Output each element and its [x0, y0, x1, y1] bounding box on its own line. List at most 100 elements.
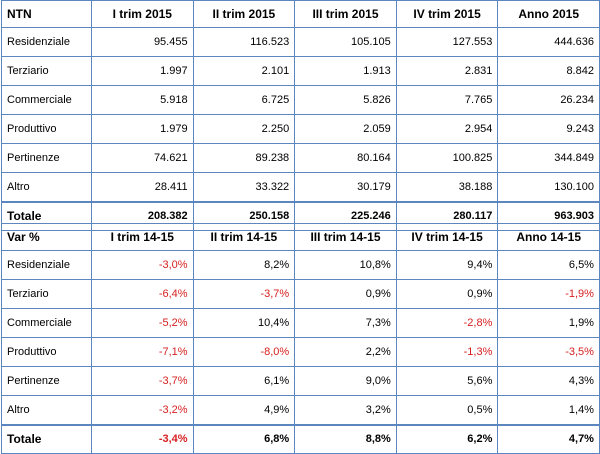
cell: 5.918 [91, 85, 194, 115]
row-label: Produttivo [1, 337, 92, 367]
cell: 7,3% [294, 308, 397, 338]
cell: 130.100 [497, 172, 600, 202]
cell: 10,8% [294, 250, 397, 280]
cell: 2.059 [294, 114, 397, 144]
total-row: Totale -3,4% 6,8% 8,8% 6,2% 4,7% [1, 423, 600, 454]
cell: 5,6% [395, 366, 499, 396]
cell: 33.322 [192, 172, 296, 202]
cell: -1,9% [497, 279, 600, 309]
total-cell: 6,2% [395, 423, 499, 454]
cell: 0,9% [395, 279, 499, 309]
cell: 7.765 [395, 85, 499, 115]
row-label: Altro [1, 395, 92, 425]
row-label: Residenziale [1, 27, 92, 57]
row-label: Terziario [1, 56, 92, 86]
ntn-header-year: Anno 2015 [497, 0, 600, 28]
cell: 10,4% [192, 308, 296, 338]
table-row: Commerciale 5.918 6.725 5.826 7.765 26.2… [1, 85, 600, 115]
cell: 344.849 [497, 143, 600, 173]
cell: -3,2% [91, 395, 194, 425]
row-label: Commerciale [1, 85, 92, 115]
var-header-q3: III trim 14-15 [294, 223, 397, 251]
cell: 1,4% [497, 395, 600, 425]
cell: 1.997 [91, 56, 194, 86]
row-label: Pertinenze [1, 366, 92, 396]
ntn-table: NTN I trim 2015 II trim 2015 III trim 20… [1, 0, 600, 231]
cell: 38.188 [395, 172, 499, 202]
cell: -3,0% [91, 250, 194, 280]
var-header-year: Anno 14-15 [497, 223, 600, 251]
var-header-q1: I trim 14-15 [91, 223, 194, 251]
cell: 2.101 [192, 56, 296, 86]
cell: 105.105 [294, 27, 397, 57]
table-row: Produttivo -7,1% -8,0% 2,2% -1,3% -3,5% [1, 337, 600, 367]
cell: -6,4% [91, 279, 194, 309]
table-row: Produttivo 1.979 2.250 2.059 2.954 9.243 [1, 114, 600, 144]
ntn-header-q4: IV trim 2015 [395, 0, 499, 28]
cell: 5.826 [294, 85, 397, 115]
row-label: Commerciale [1, 308, 92, 338]
table-row: Terziario 1.997 2.101 1.913 2.831 8.842 [1, 56, 600, 86]
cell: 30.179 [294, 172, 397, 202]
cell: -1,3% [395, 337, 499, 367]
ntn-header-row: NTN I trim 2015 II trim 2015 III trim 20… [1, 0, 600, 28]
total-cell: 8,8% [294, 423, 397, 454]
row-label: Residenziale [1, 250, 92, 280]
cell: 4,3% [497, 366, 600, 396]
cell: -5,2% [91, 308, 194, 338]
var-header-label: Var % [1, 223, 92, 251]
cell: -7,1% [91, 337, 194, 367]
cell: 444.636 [497, 27, 600, 57]
table-row: Pertinenze 74.621 89.238 80.164 100.825 … [1, 143, 600, 173]
table-row: Altro -3,2% 4,9% 3,2% 0,5% 1,4% [1, 395, 600, 425]
cell: 89.238 [192, 143, 296, 173]
table-row: Terziario -6,4% -3,7% 0,9% 0,9% -1,9% [1, 279, 600, 309]
total-label: Totale [1, 423, 92, 454]
cell: 0,5% [395, 395, 499, 425]
cell: -8,0% [192, 337, 296, 367]
cell: 100.825 [395, 143, 499, 173]
cell: 74.621 [91, 143, 194, 173]
cell: 8,2% [192, 250, 296, 280]
ntn-header-label: NTN [1, 0, 92, 28]
cell: 9,0% [294, 366, 397, 396]
row-label: Pertinenze [1, 143, 92, 173]
cell: 6,1% [192, 366, 296, 396]
cell: 2.250 [192, 114, 296, 144]
cell: 6,5% [497, 250, 600, 280]
ntn-header-q1: I trim 2015 [91, 0, 194, 28]
table-row: Commerciale -5,2% 10,4% 7,3% -2,8% 1,9% [1, 308, 600, 338]
cell: -2,8% [395, 308, 499, 338]
cell: 0,9% [294, 279, 397, 309]
cell: 9.243 [497, 114, 600, 144]
cell: 28.411 [91, 172, 194, 202]
cell: 1.913 [294, 56, 397, 86]
cell: 2.954 [395, 114, 499, 144]
var-header-q4: IV trim 14-15 [395, 223, 499, 251]
cell: -3,7% [192, 279, 296, 309]
row-label: Terziario [1, 279, 92, 309]
total-cell: -3,4% [91, 423, 194, 454]
table-row: Altro 28.411 33.322 30.179 38.188 130.10… [1, 172, 600, 202]
ntn-header-q2: II trim 2015 [192, 0, 296, 28]
cell: 9,4% [395, 250, 499, 280]
cell: 116.523 [192, 27, 296, 57]
table-row: Pertinenze -3,7% 6,1% 9,0% 5,6% 4,3% [1, 366, 600, 396]
var-header-row: Var % I trim 14-15 II trim 14-15 III tri… [1, 223, 600, 251]
ntn-header-q3: III trim 2015 [294, 0, 397, 28]
cell: 8.842 [497, 56, 600, 86]
row-label: Produttivo [1, 114, 92, 144]
cell: 3,2% [294, 395, 397, 425]
var-table: Var % I trim 14-15 II trim 14-15 III tri… [1, 223, 600, 454]
cell: -3,5% [497, 337, 600, 367]
cell: 95.455 [91, 27, 194, 57]
row-label: Altro [1, 172, 92, 202]
cell: 1,9% [497, 308, 600, 338]
cell: 1.979 [91, 114, 194, 144]
cell: 26.234 [497, 85, 600, 115]
cell: 4,9% [192, 395, 296, 425]
table-row: Residenziale -3,0% 8,2% 10,8% 9,4% 6,5% [1, 250, 600, 280]
cell: 127.553 [395, 27, 499, 57]
cell: 2,2% [294, 337, 397, 367]
